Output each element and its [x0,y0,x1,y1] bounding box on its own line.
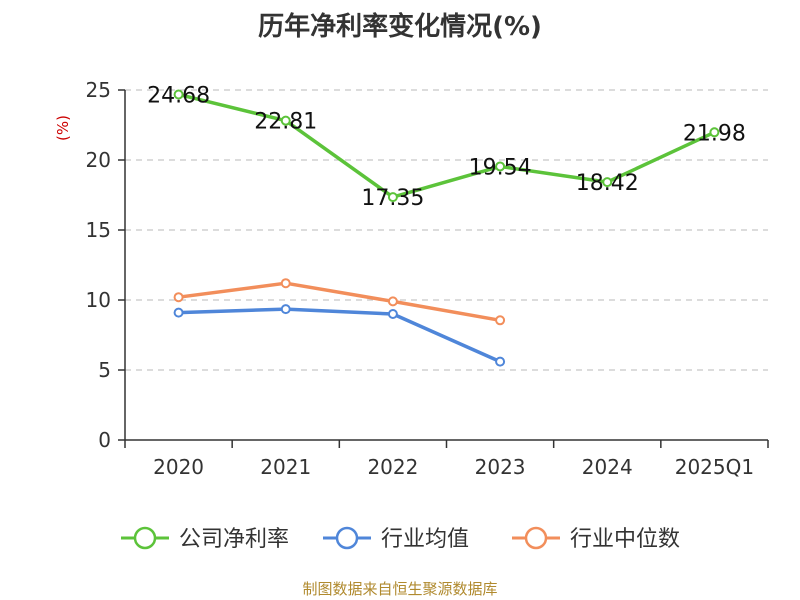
data-point [495,356,506,367]
y-tick-label: 10 [86,288,111,312]
legend: 公司净利率 行业均值 行业中位数 [121,526,680,552]
grid-lines [125,89,768,371]
data-label: 21.98 [683,121,746,146]
data-label: 22.81 [254,110,317,135]
data-label: 24.68 [147,83,210,108]
y-tick-label: 0 [98,428,111,452]
x-tick-label: 2024 [582,455,633,479]
y-tick-label: 25 [86,78,111,102]
data-point [387,192,398,203]
data-point [173,307,184,318]
y-tick-label: 5 [98,358,111,382]
legend-marker [335,526,359,550]
series-line [176,281,502,323]
data-point [280,115,291,126]
legend-marker [133,526,157,550]
data-point [280,278,291,289]
x-tick-label: 2023 [475,455,526,479]
source-footer: 制图数据来自恒生聚源数据库 [302,580,498,598]
legend-label: 行业均值 [381,527,469,552]
data-point [387,309,398,319]
y-tick-label: 15 [86,218,111,242]
chart-title: 历年净利率变化情况(%) [258,12,542,42]
data-point [495,315,506,326]
x-tick-label: 2022 [367,455,418,479]
data-point [173,89,184,100]
data-label: 18.42 [576,171,639,196]
legend-label: 行业中位数 [570,527,680,552]
data-labels: 24.68 22.81 17.35 19.54 18.42 21.98 [147,83,746,211]
data-point [173,292,184,303]
x-tick-label: 2025Q1 [675,455,754,479]
legend-label: 公司净利率 [179,527,289,552]
series-line [176,92,717,199]
series-group [173,89,720,367]
data-label: 17.35 [361,186,424,211]
data-label: 19.54 [469,155,532,180]
data-point [602,177,613,188]
data-point [709,127,720,138]
data-point [387,296,398,307]
y-axis-label: (%) [54,115,72,141]
y-tick-label: 20 [86,148,111,172]
legend-marker [524,526,548,550]
series-line [176,307,502,364]
x-tick-label: 2021 [260,455,311,479]
axes: 0 5 10 15 20 25 2020 2021 2022 2023 2024 2025Q1 [86,78,769,479]
data-point [280,304,291,315]
x-tick-label: 2020 [153,455,204,479]
data-point [495,161,506,172]
